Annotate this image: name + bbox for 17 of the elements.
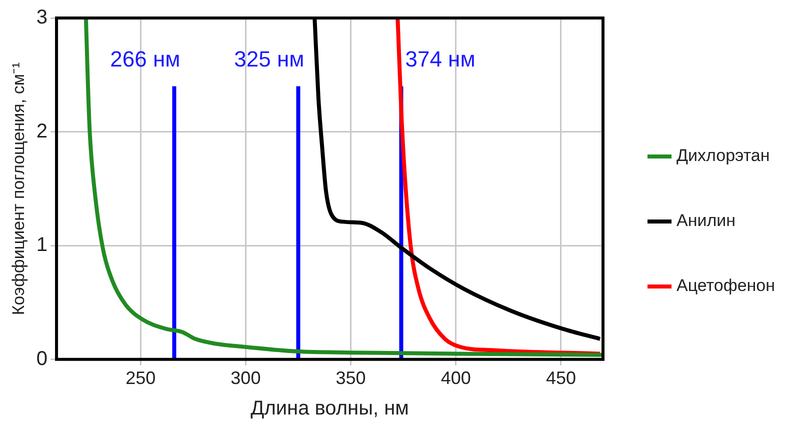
x-tick-label: 350	[336, 368, 366, 388]
annotation: 266 нм	[110, 46, 180, 72]
y-tick-label: 1	[36, 234, 48, 256]
x-tick-label: 450	[546, 368, 576, 388]
x-tick-label: 400	[440, 368, 471, 388]
legend-label: Анилин	[676, 211, 736, 230]
legend-label: Дихлорэтан	[676, 146, 770, 166]
x-tick-label: 300	[230, 368, 261, 388]
legend-label: Ацетофенон	[676, 276, 776, 296]
y-tick-label: 0	[36, 348, 48, 370]
y-axis-title: Коэффициент поглощения, см⁻¹	[8, 62, 28, 316]
annotation: 374 нм	[405, 46, 476, 72]
y-tick-label: 2	[36, 120, 48, 142]
x-tick-label: 250	[126, 368, 156, 388]
x-axis-title: Длина волны, нм	[250, 398, 409, 420]
annotation: 325 нм	[234, 46, 304, 72]
y-tick-label: 3	[36, 6, 48, 29]
